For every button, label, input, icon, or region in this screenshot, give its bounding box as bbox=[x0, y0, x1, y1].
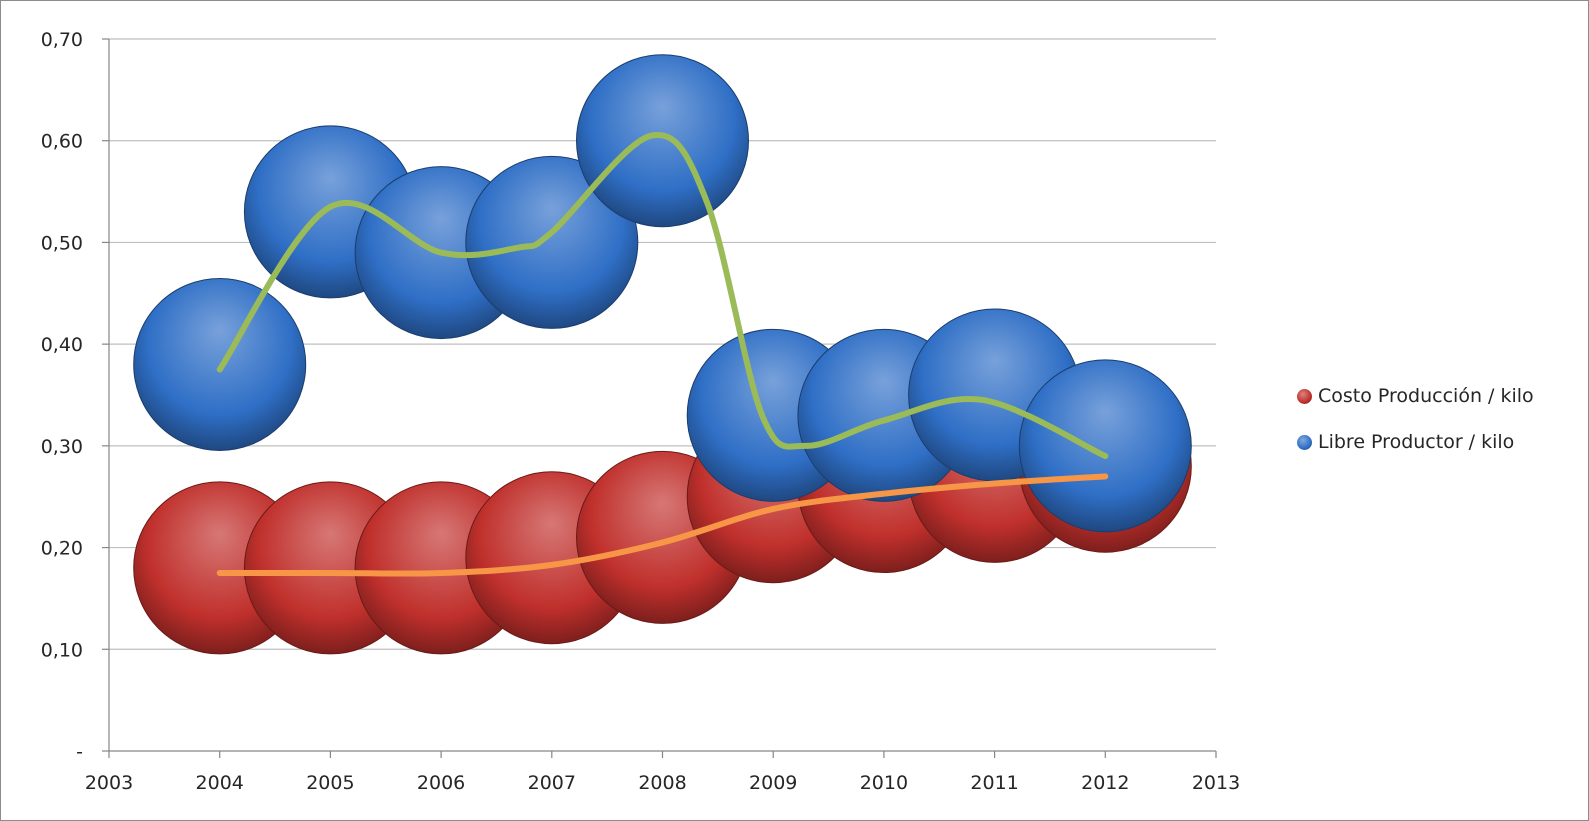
x-tick-label: 2009 bbox=[749, 772, 797, 794]
x-tick-label: 2004 bbox=[196, 772, 244, 794]
x-tick-label: 2003 bbox=[85, 772, 133, 794]
x-tick-label: 2010 bbox=[860, 772, 908, 794]
legend-label-costo: Costo Producción / kilo bbox=[1318, 385, 1534, 407]
y-tick-label: 0,40 bbox=[41, 334, 83, 356]
axes: - 0,10 0,20 0,30 0,40 0,50 0,60 0,70 2003 2004 200… bbox=[41, 29, 1240, 794]
legend-marker-costo bbox=[1297, 388, 1312, 404]
trendline-libre bbox=[216, 131, 1109, 460]
x-tick-label: 2012 bbox=[1081, 772, 1129, 794]
bubble-libre[interactable] bbox=[465, 155, 639, 329]
legend-item-libre[interactable]: Libre Productor / kilo bbox=[1297, 419, 1534, 465]
y-tick-label: - bbox=[76, 741, 83, 763]
y-tick-label: 0,20 bbox=[41, 538, 83, 560]
bubbles bbox=[133, 54, 1192, 655]
x-tick-label: 2008 bbox=[638, 772, 686, 794]
x-tick-label: 2007 bbox=[528, 772, 576, 794]
x-tick-label: 2011 bbox=[970, 772, 1018, 794]
legend-marker-libre bbox=[1297, 434, 1312, 450]
y-tick-label: 0,30 bbox=[41, 436, 83, 458]
x-tick-label: 2013 bbox=[1192, 772, 1240, 794]
legend-label-libre: Libre Productor / kilo bbox=[1318, 431, 1515, 453]
y-tick-label: 0,50 bbox=[41, 232, 83, 254]
trendline-costo bbox=[216, 473, 1109, 577]
x-tick-label: 2006 bbox=[417, 772, 465, 794]
trendlines bbox=[216, 131, 1109, 577]
y-tick-label: 0,10 bbox=[41, 639, 83, 661]
legend: Costo Producción / kilo Libre Productor … bbox=[1297, 373, 1534, 465]
y-tick-label: 0,60 bbox=[41, 131, 83, 153]
y-tick-label: 0,70 bbox=[41, 29, 83, 51]
x-tick-label: 2005 bbox=[306, 772, 354, 794]
bubble-libre[interactable] bbox=[1018, 359, 1192, 533]
bubble-libre[interactable] bbox=[576, 54, 749, 228]
legend-item-costo[interactable]: Costo Producción / kilo bbox=[1297, 373, 1534, 419]
